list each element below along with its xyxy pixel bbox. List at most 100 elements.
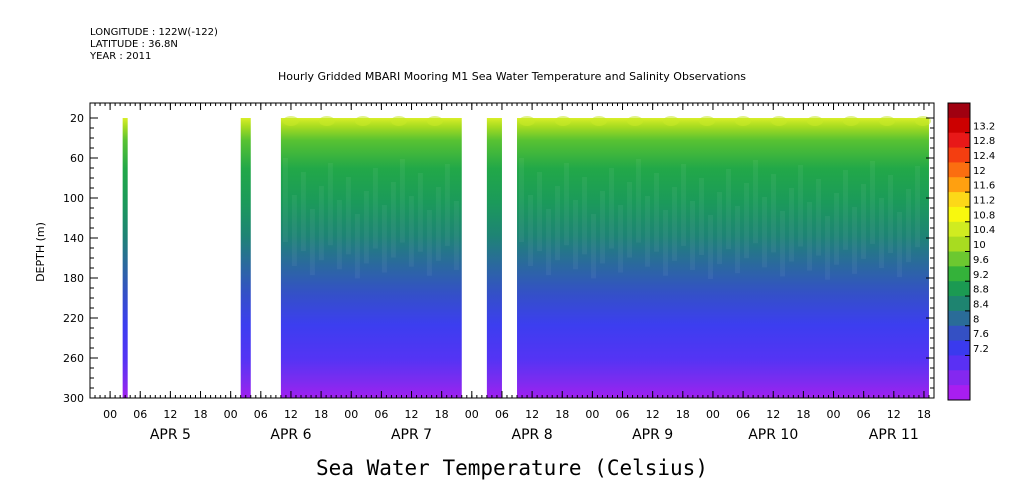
colorbar-label: 8 xyxy=(973,314,979,325)
field-texture xyxy=(627,182,633,258)
x-tick-label: 06 xyxy=(857,408,871,421)
surface-patch xyxy=(735,116,752,126)
colorbar-cell xyxy=(948,192,970,208)
latitude-label: LATITUDE : 36.8N xyxy=(90,39,178,50)
colorbar-label: 12.8 xyxy=(973,136,995,147)
field-texture xyxy=(318,186,324,261)
plot-area xyxy=(122,116,932,398)
field-texture xyxy=(726,169,732,250)
y-axis-label: DEPTH (m) xyxy=(34,222,47,282)
field-texture xyxy=(435,187,441,261)
field-texture xyxy=(789,188,795,262)
y-tick-label: 100 xyxy=(63,192,84,205)
y-tick-label: 180 xyxy=(63,272,84,285)
field-texture xyxy=(699,178,705,255)
colorbar-label: 11.6 xyxy=(973,181,995,192)
x-tick-label: 06 xyxy=(616,408,630,421)
field-texture xyxy=(672,187,678,261)
x-day-label: APR 9 xyxy=(632,427,673,443)
x-tick-label: 18 xyxy=(796,408,810,421)
field-texture xyxy=(879,198,885,268)
field-texture xyxy=(861,184,867,259)
field-texture xyxy=(852,207,858,274)
data-segment xyxy=(486,118,502,398)
field-texture xyxy=(870,161,876,244)
x-tick-label: 12 xyxy=(525,408,539,421)
surface-patch xyxy=(879,116,896,126)
longitude-label: LONGITUDE : 122W(-122) xyxy=(90,27,218,38)
field-texture xyxy=(897,212,903,278)
colorbar-cell xyxy=(948,206,970,223)
field-texture xyxy=(816,179,822,256)
x-tick-label: 12 xyxy=(646,408,660,421)
surface-patch xyxy=(663,116,680,126)
x-day-label: APR 5 xyxy=(150,427,191,443)
x-tick-label: 00 xyxy=(224,408,238,421)
x-tick-label: 00 xyxy=(585,408,599,421)
colorbar-cell xyxy=(948,385,970,401)
y-tick-label: 300 xyxy=(63,392,84,405)
x-day-label: APR 8 xyxy=(512,427,553,443)
colorbar-label: 11.2 xyxy=(973,196,995,207)
field-texture xyxy=(408,196,414,267)
colorbar-cell xyxy=(948,103,970,119)
field-texture xyxy=(354,214,360,279)
field-texture xyxy=(291,195,297,267)
x-day-label: APR 6 xyxy=(270,427,311,443)
x-tick-label: 00 xyxy=(465,408,479,421)
field-texture xyxy=(708,215,714,280)
colorbar-label: 10.4 xyxy=(973,225,995,236)
x-day-label: APR 11 xyxy=(869,427,919,443)
data-segment xyxy=(517,118,929,398)
surface-patch xyxy=(843,116,860,126)
y-tick-label: 260 xyxy=(63,352,84,365)
x-tick-label: 06 xyxy=(254,408,268,421)
x-tick-label: 12 xyxy=(766,408,780,421)
field-texture xyxy=(591,214,597,279)
surface-patch xyxy=(390,116,407,126)
colorbar-label: 12 xyxy=(973,166,986,177)
colorbar-cell xyxy=(948,281,970,297)
surface-patch xyxy=(555,116,572,126)
x-tick-label: 12 xyxy=(887,408,901,421)
field-texture xyxy=(663,210,669,276)
x-tick-label: 12 xyxy=(284,408,298,421)
y-tick-label: 140 xyxy=(63,232,84,245)
field-texture xyxy=(282,158,288,242)
x-day-label: APR 10 xyxy=(748,427,798,443)
colorbar-cell xyxy=(948,355,970,371)
x-tick-label: 12 xyxy=(163,408,177,421)
field-texture xyxy=(753,160,759,244)
field-texture xyxy=(915,166,921,248)
colorbar-label: 12.4 xyxy=(973,151,995,162)
field-texture xyxy=(399,159,405,243)
field-texture xyxy=(453,201,459,270)
field-texture xyxy=(609,168,615,249)
data-segment xyxy=(240,118,251,398)
x-tick-label: 18 xyxy=(676,408,690,421)
x-tick-label: 00 xyxy=(344,408,358,421)
field-texture xyxy=(645,196,651,267)
x-tick-label: 06 xyxy=(736,408,750,421)
x-tick-label: 06 xyxy=(495,408,509,421)
surface-patch xyxy=(699,116,716,126)
surface-patch xyxy=(519,116,536,126)
field-texture xyxy=(582,177,588,255)
field-texture xyxy=(906,189,912,263)
field-texture xyxy=(546,209,552,276)
field-texture xyxy=(327,163,333,246)
x-tick-label: 18 xyxy=(917,408,931,421)
axes: 20 60 100 140 180 220 260 300 00 06 12 18 00 06 12 18 00… xyxy=(63,102,935,443)
colorbar-label: 8.8 xyxy=(973,285,989,296)
field-texture xyxy=(744,183,750,259)
field-texture xyxy=(735,206,741,274)
field-texture xyxy=(417,173,423,252)
field-texture xyxy=(381,205,387,273)
field-texture xyxy=(681,164,687,246)
colorbar-cell xyxy=(948,236,970,252)
field-texture xyxy=(537,172,543,252)
surface-patch xyxy=(771,116,788,126)
field-texture xyxy=(564,163,570,246)
colorbar-label: 13.2 xyxy=(973,121,995,132)
